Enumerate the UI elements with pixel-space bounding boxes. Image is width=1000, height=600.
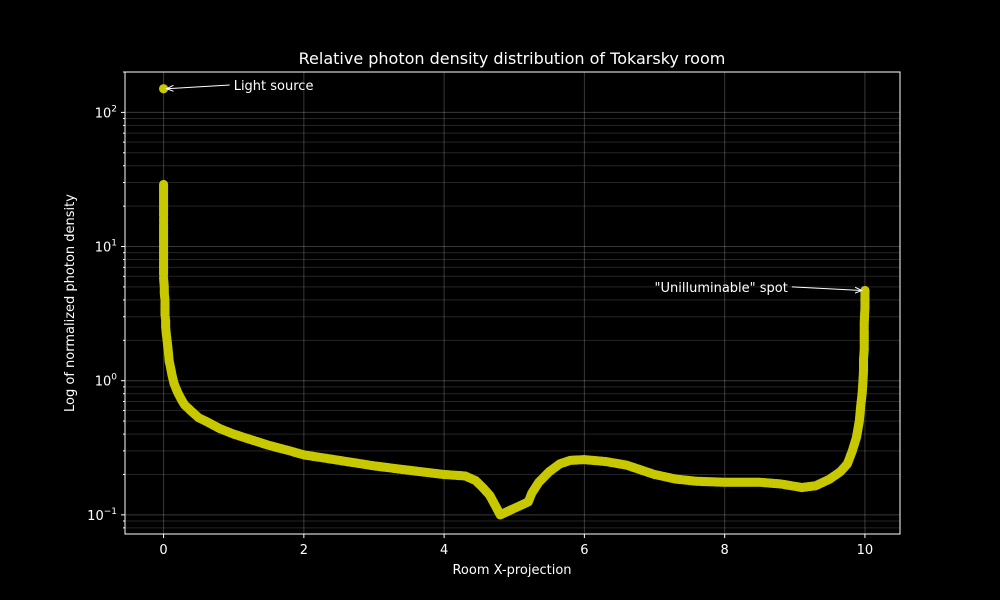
data-points <box>158 84 870 520</box>
annotation-label-0: Light source <box>234 79 314 94</box>
x-tick-label-2: 4 <box>440 543 448 558</box>
y-tick-label-1: 100 <box>95 373 118 390</box>
annotation-arrow-1 <box>791 286 862 291</box>
x-tick-label-3: 6 <box>580 543 588 558</box>
grid <box>125 71 900 534</box>
y-axis-label: Log of normalized photon density <box>63 194 78 412</box>
y-tick-label-0: 10−1 <box>87 507 117 524</box>
y-tick-label-2: 101 <box>95 239 117 256</box>
x-tick-label-1: 2 <box>300 543 308 558</box>
x-axis-ticks: 0 2 4 6 8 10 <box>159 534 873 558</box>
x-axis-label: Room X-projection <box>452 563 571 578</box>
y-tick-label-3: 102 <box>95 104 117 121</box>
annotation-label-1: "Unilluminable" spot <box>655 281 788 296</box>
annotation-arrow-0 <box>167 84 230 89</box>
x-tick-label-4: 8 <box>721 543 729 558</box>
x-tick-label-0: 0 <box>159 543 167 558</box>
chart-title: Relative photon density distribution of … <box>299 49 726 68</box>
plot-frame <box>124 71 901 535</box>
x-tick-label-5: 10 <box>857 543 874 558</box>
annotations: Light source "Unilluminable" spot <box>167 79 862 296</box>
y-axis-ticks: 10−1 100 101 102 <box>87 71 125 529</box>
